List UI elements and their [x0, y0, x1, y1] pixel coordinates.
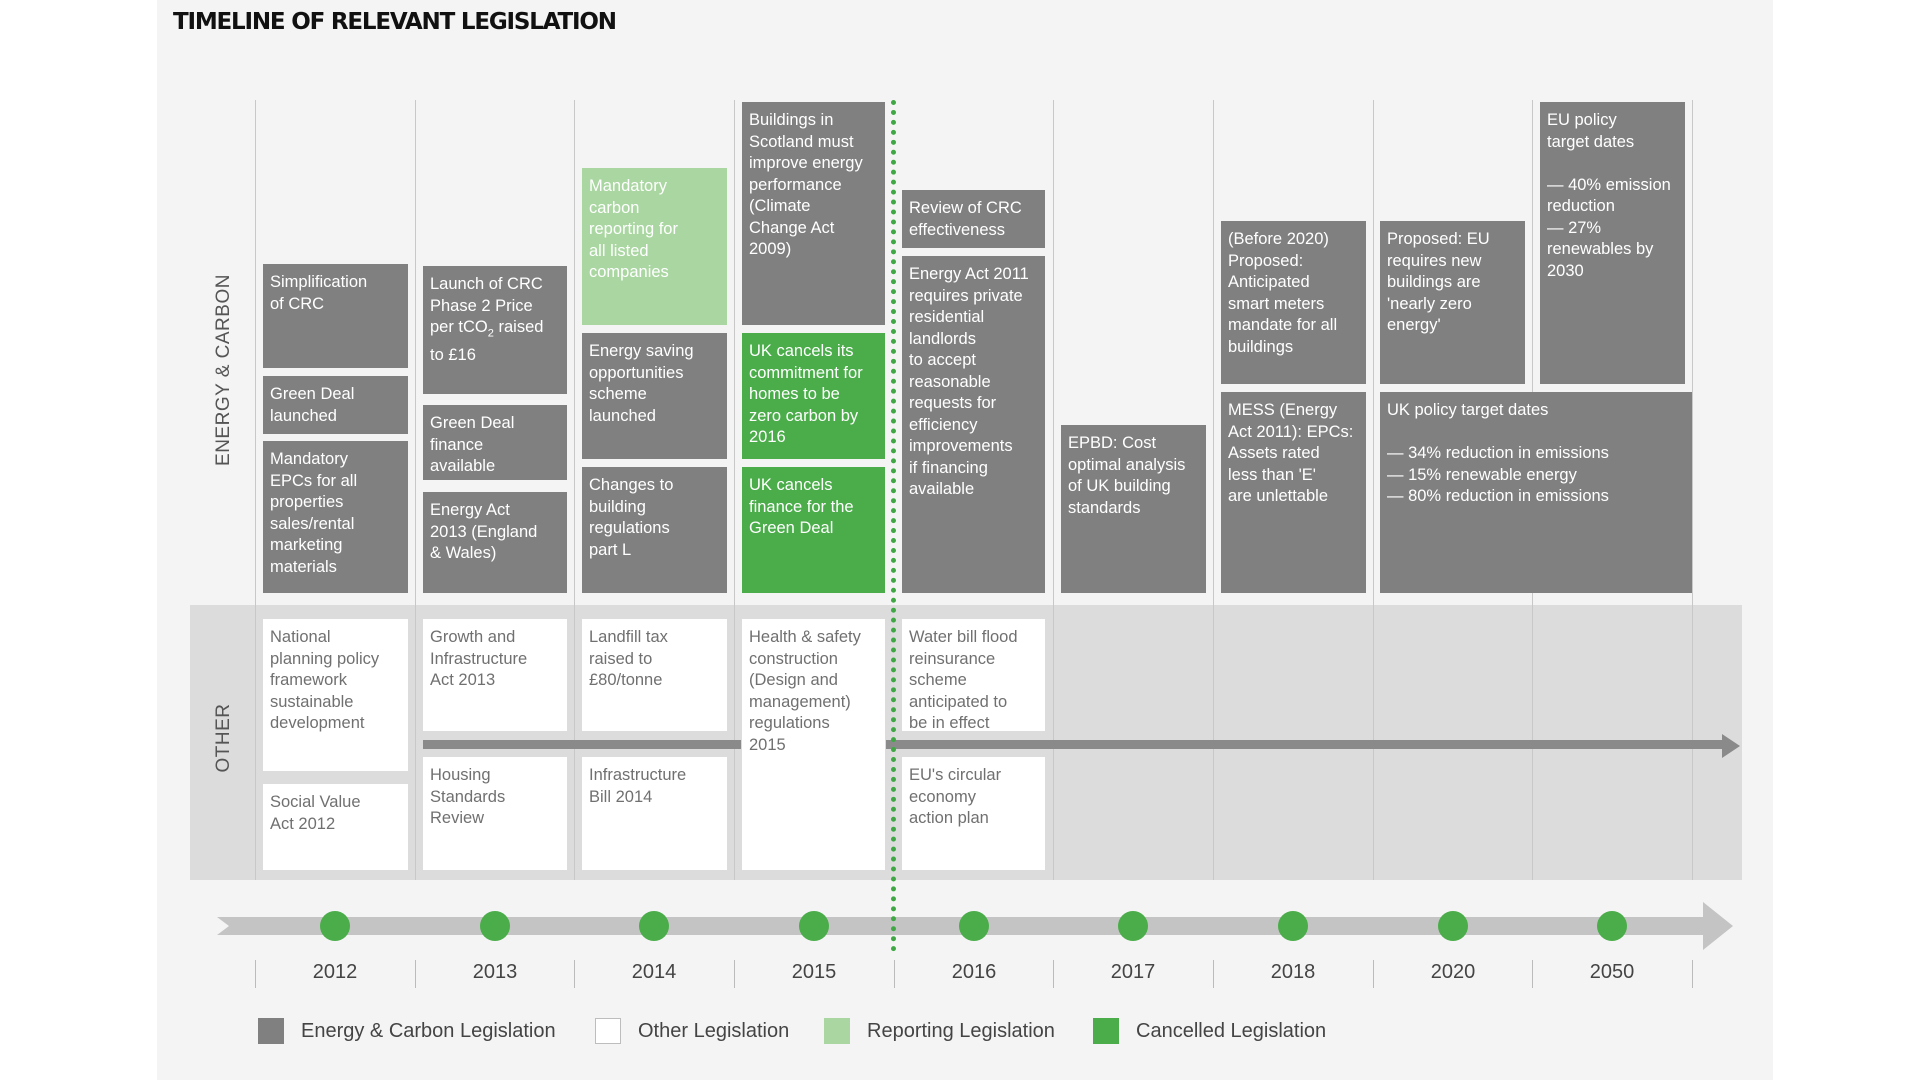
legislation-box-mandatory-epcs: Mandatory EPCs for all properties sales/… [263, 441, 408, 593]
legend-item-reporting: Reporting Legislation [824, 1016, 1055, 1046]
legend-label-cancelled: Cancelled Legislation [1136, 1019, 1327, 1042]
page-title: TIMELINE OF RELEVANT LEGISLATION [173, 9, 617, 35]
legend-swatch-other [595, 1018, 621, 1044]
column-divider [1373, 100, 1374, 880]
year-label-2013: 2013 [472, 961, 518, 983]
year-label-2012: 2012 [312, 961, 358, 983]
legislation-box-energy-saving-scheme: Energy saving opportunities scheme launc… [582, 333, 727, 459]
year-label-2050: 2050 [1589, 961, 1635, 983]
column-divider [734, 100, 735, 880]
legislation-box-green-deal-cancelled: UK cancels finance for the Green Deal [742, 467, 885, 593]
legislation-box-circular-economy: EU's circular economy action plan [902, 757, 1045, 870]
legislation-box-landfill-tax: Landfill tax raised to £80/tonne [582, 619, 727, 731]
timeline-dot [959, 911, 989, 941]
column-divider [415, 100, 416, 880]
legislation-box-energy-act-2013: Energy Act 2013 (England & Wales) [423, 492, 567, 593]
legend-item-cancelled: Cancelled Legislation [1093, 1016, 1326, 1046]
legislation-box-mess-epcs: MESS (Energy Act 2011): EPCs: Assets rat… [1221, 392, 1366, 593]
legislation-box-crc-phase2: Launch of CRC Phase 2 Price per tCO2 rai… [423, 266, 567, 394]
legislation-box-green-deal-launched: Green Deal launched [263, 376, 408, 434]
year-tick [1692, 960, 1693, 988]
legislation-box-housing-standards: Housing Standards Review [423, 757, 567, 870]
year-tick [894, 960, 895, 988]
legislation-box-building-regs-part-l: Changes to building regulations part L [582, 467, 727, 593]
other-section-label: OTHER [213, 703, 234, 773]
year-tick [1373, 960, 1374, 988]
legislation-box-uk-policy-targets: UK policy target dates — 34% reduction i… [1380, 392, 1692, 593]
legend-item-other: Other Legislation [595, 1016, 789, 1046]
column-divider [255, 100, 256, 880]
legislation-box-social-value-act: Social Value Act 2012 [263, 784, 408, 870]
crc-phase2-text-end: raised to £16 [430, 318, 544, 364]
legend-swatch-cancelled [1093, 1018, 1119, 1044]
year-tick [574, 960, 575, 988]
year-tick [1053, 960, 1054, 988]
timeline-dot [799, 911, 829, 941]
column-divider [1213, 100, 1214, 880]
year-tick [1532, 960, 1533, 988]
year-tick [734, 960, 735, 988]
column-divider [1053, 100, 1054, 880]
legislation-box-epbd-cost-optimal: EPBD: Cost optimal analysis of UK buildi… [1061, 425, 1206, 593]
current-date-marker [891, 100, 896, 952]
column-divider [574, 100, 575, 880]
legend-swatch-energy [258, 1018, 284, 1044]
legend-label-energy: Energy & Carbon Legislation [301, 1019, 556, 1042]
crc-phase2-text: Launch of CRC Phase 2 Price per tCO [430, 275, 543, 336]
legislation-box-growth-infrastructure: Growth and Infrastructure Act 2013 [423, 619, 567, 731]
legislation-box-eu-nearly-zero: Proposed: EU requires new buildings are … [1380, 221, 1525, 384]
timeline-dot [1597, 911, 1627, 941]
timeline-arrow-tail [217, 917, 229, 935]
year-label-2014: 2014 [631, 961, 677, 983]
timeline-arrow-head [1703, 902, 1733, 950]
timeline-dot [1278, 911, 1308, 941]
crc-phase2-subscript: 2 [487, 327, 494, 340]
legend-swatch-reporting [824, 1018, 850, 1044]
timeline-dot [639, 911, 669, 941]
year-label-2017: 2017 [1110, 961, 1156, 983]
legislation-box-eu-policy-targets: EU policy target dates — 40% emission re… [1540, 102, 1685, 384]
legislation-box-mandatory-carbon-reporting: Mandatory carbon reporting for all liste… [582, 168, 727, 325]
year-label-2018: 2018 [1270, 961, 1316, 983]
year-label-2015: 2015 [791, 961, 837, 983]
legislation-box-energy-act-2011: Energy Act 2011 requires private residen… [902, 256, 1045, 593]
legislation-box-simplification-crc: Simplification of CRC [263, 264, 408, 368]
timeline-dot [1438, 911, 1468, 941]
legislation-box-health-safety: Health & safety construction (Design and… [742, 619, 885, 870]
legislation-box-green-deal-finance: Green Deal finance available [423, 405, 567, 480]
year-tick [415, 960, 416, 988]
energy-section-label: ENERGY & CARBON [213, 274, 234, 466]
legislation-box-crc-review: Review of CRC effectiveness [902, 190, 1045, 248]
legislation-box-zero-carbon-cancelled: UK cancels its commitment for homes to b… [742, 333, 885, 459]
timeline-dot [1118, 911, 1148, 941]
timeline-dot [320, 911, 350, 941]
year-label-2020: 2020 [1430, 961, 1476, 983]
legislation-box-water-bill: Water bill flood reinsurance scheme anti… [902, 619, 1045, 731]
column-divider [1692, 100, 1693, 880]
legislation-box-infrastructure-bill: Infrastructure Bill 2014 [582, 757, 727, 870]
other-timeline-bar [423, 740, 741, 749]
year-tick [255, 960, 256, 988]
legislation-box-scotland-buildings: Buildings in Scotland must improve energ… [742, 102, 885, 325]
legislation-box-national-planning: National planning policy framework susta… [263, 619, 408, 771]
other-timeline-arrow-head [1722, 734, 1740, 758]
year-tick [1213, 960, 1214, 988]
timeline-dot [480, 911, 510, 941]
other-timeline-arrow [886, 740, 1724, 749]
legend-label-reporting: Reporting Legislation [867, 1019, 1055, 1042]
legislation-box-smart-meters: (Before 2020) Proposed: Anticipated smar… [1221, 221, 1366, 384]
legend-item-energy: Energy & Carbon Legislation [258, 1016, 556, 1046]
legend-label-other: Other Legislation [638, 1019, 790, 1042]
year-label-2016: 2016 [951, 961, 997, 983]
